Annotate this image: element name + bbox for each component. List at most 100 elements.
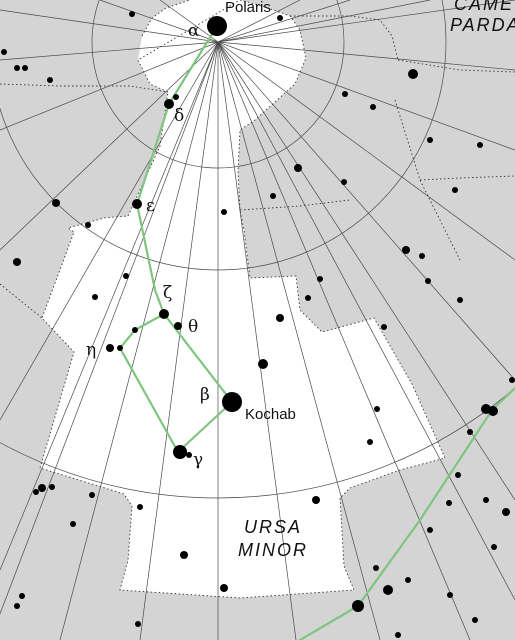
star [276, 314, 284, 322]
little-dipper-figure [118, 24, 234, 454]
star [174, 322, 182, 330]
ra-line [217, 41, 515, 71]
star [14, 65, 20, 71]
star [373, 565, 379, 571]
star [164, 99, 174, 109]
star [483, 497, 489, 503]
star [452, 187, 458, 193]
star [352, 600, 364, 612]
ra-line [217, 0, 351, 43]
star [47, 77, 53, 83]
star [180, 551, 188, 559]
star [381, 324, 387, 330]
constellation-name-line-2: MINOR [238, 540, 308, 560]
ra-line [217, 41, 515, 381]
star [405, 577, 411, 583]
star [22, 65, 28, 71]
star [477, 142, 483, 148]
star [370, 104, 376, 110]
star [207, 16, 227, 36]
star [395, 632, 401, 638]
ra-line [217, 41, 471, 640]
star [132, 199, 142, 209]
star [341, 179, 347, 185]
star [509, 377, 515, 383]
epsilon-label: ε [146, 196, 155, 216]
star [70, 521, 76, 527]
constellation-name-ursa-minor: URSA MINOR [238, 517, 308, 560]
ra-line [217, 41, 381, 640]
ra-line [0, 9, 219, 43]
ra-line [0, 41, 219, 421]
star [173, 94, 179, 100]
ra-line [159, 0, 219, 43]
neighbor-name-line-1: CAME [454, 0, 514, 14]
beta-label: β [200, 385, 210, 405]
star [408, 69, 418, 79]
star [38, 484, 46, 492]
star [258, 359, 268, 369]
theta-label: θ [188, 317, 198, 337]
ra-line [139, 41, 219, 640]
ra-line [59, 41, 219, 640]
star [135, 621, 141, 627]
eta-label: η [86, 340, 96, 360]
star [457, 297, 463, 303]
star [317, 276, 323, 282]
ra-line [217, 41, 515, 261]
star [129, 11, 135, 17]
star [367, 439, 373, 445]
gamma-label: γ [193, 450, 203, 470]
star [92, 294, 98, 300]
ra-line [99, 0, 219, 43]
star [488, 406, 498, 416]
star [19, 593, 25, 599]
star [491, 544, 497, 550]
ra-line [217, 41, 297, 640]
ra-line [217, 41, 515, 151]
star [294, 164, 302, 172]
star [220, 584, 228, 592]
constellation-area [40, 0, 445, 598]
star [173, 445, 187, 459]
star [85, 222, 91, 228]
star [419, 253, 425, 259]
ra-line [0, 41, 219, 615]
star [33, 489, 39, 495]
star [14, 603, 20, 609]
star-field [1, 11, 515, 638]
polaris-name-label: Polaris [225, 0, 271, 16]
star [186, 452, 192, 458]
star [270, 193, 276, 199]
star [467, 429, 473, 435]
constellation-name-camelopardalis: CAME PARDA [450, 0, 515, 35]
star [137, 504, 143, 510]
star [277, 15, 283, 21]
star [472, 617, 478, 623]
constellation-name-line-1: URSA [244, 517, 302, 537]
star [402, 246, 410, 254]
star [342, 91, 348, 97]
ra-line [217, 0, 515, 43]
star [159, 309, 169, 319]
star [89, 492, 95, 498]
star [49, 484, 55, 490]
star [1, 49, 7, 55]
kochab-name-label: Kochab [245, 406, 296, 423]
star [305, 295, 311, 301]
star [312, 496, 320, 504]
ra-line [217, 41, 515, 501]
star [222, 392, 242, 412]
ra-line [0, 41, 219, 571]
star [374, 406, 380, 412]
star [427, 137, 433, 143]
star [427, 527, 433, 533]
star [446, 500, 452, 506]
star [425, 278, 431, 284]
star [106, 344, 114, 352]
star-labels: α Polaris δ ε ζ θ η β Kochab γ [86, 0, 296, 470]
ra-line [217, 41, 515, 601]
